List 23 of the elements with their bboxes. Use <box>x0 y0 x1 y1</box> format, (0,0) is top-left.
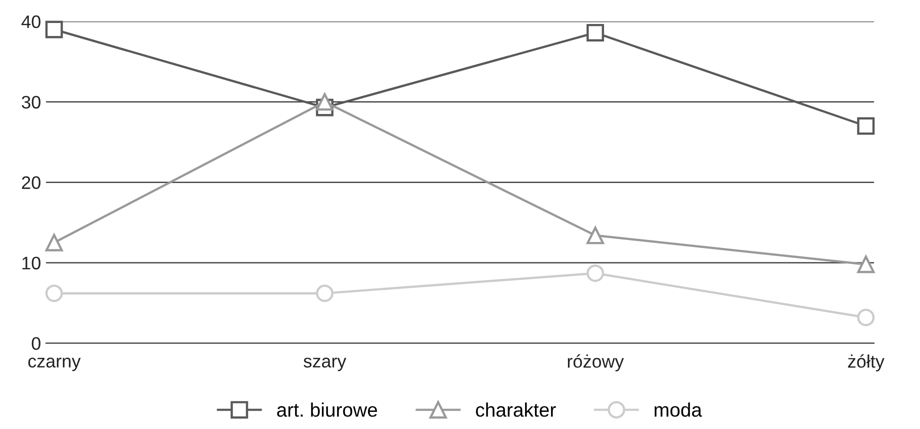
legend-label: art. biurowe <box>277 402 378 417</box>
point <box>316 93 334 111</box>
x-tick-label: szary <box>304 358 346 372</box>
x-tick-label: czarny <box>28 358 81 372</box>
point <box>586 226 604 244</box>
legend-label: charakter <box>476 402 556 417</box>
x-tick-label: żółty <box>848 354 884 372</box>
point <box>857 117 875 135</box>
point <box>586 264 604 282</box>
point <box>586 24 604 42</box>
point <box>857 256 875 274</box>
y-tick-label: 10 <box>22 256 40 270</box>
point <box>45 20 63 38</box>
point <box>857 308 875 326</box>
x-tick-label: różowy <box>568 354 624 372</box>
point <box>45 284 63 302</box>
y-tick-label: 40 <box>21 15 40 28</box>
y-tick-label: 20 <box>22 176 40 190</box>
point <box>45 234 63 252</box>
y-tick-label: 0 <box>32 337 40 350</box>
point <box>316 284 334 302</box>
y-tick-label: 30 <box>22 96 40 109</box>
legend-label: moda <box>654 402 702 417</box>
